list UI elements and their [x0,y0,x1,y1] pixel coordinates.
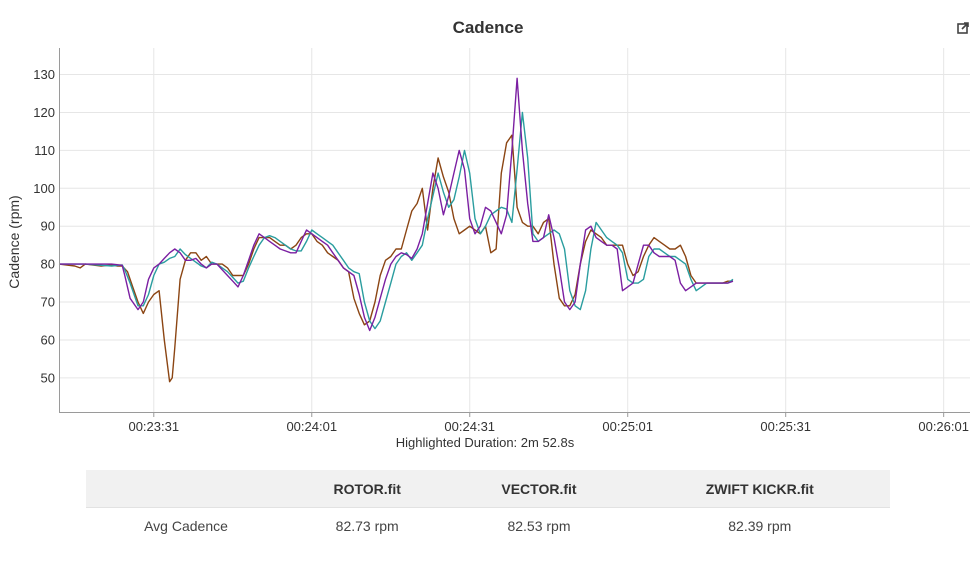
series-lines [58,77,734,383]
column-header: VECTOR.fit [501,480,577,497]
series-line-zwift-kickr-fit [58,134,733,383]
y-tick-label: 100 [33,181,55,196]
table-cell: 82.73 rpm [286,507,449,544]
column-header: ROTOR.fit [333,480,401,497]
y-tick-label: 60 [41,332,55,347]
chart-title: Cadence [452,18,524,37]
series-line-rotor-fit [59,111,734,330]
y-tick-label: 50 [41,370,55,385]
y-axis-label: Cadence (rpm) [6,195,22,288]
x-tick-label: 00:25:31 [760,419,811,434]
grid-lines [59,48,970,412]
external-link-icon[interactable] [957,21,970,35]
stats-table: ROTOR.fit VECTOR.fit ZWIFT KICKR.fit Avg… [86,470,890,544]
x-tick-label: 00:23:31 [128,419,179,434]
x-tick-label: 00:25:01 [602,419,653,434]
column-header [86,470,286,508]
x-tick-label: 00:26:01 [918,419,969,434]
x-tick-label: 00:24:01 [286,419,337,434]
x-axis-label: Highlighted Duration: 2m 52.8s [395,435,575,450]
table-cell: 82.53 rpm [448,507,630,544]
row-label: Avg Cadence [86,507,286,544]
table-row: Avg Cadence 82.73 rpm 82.53 rpm 82.39 rp… [86,507,890,544]
y-tick-label: 120 [33,105,55,120]
y-tick-label: 130 [33,67,55,82]
y-tick-label: 110 [34,143,55,158]
table-header-row: ROTOR.fit VECTOR.fit ZWIFT KICKR.fit [86,470,890,508]
y-tick-label: 70 [41,295,55,310]
x-tick-label: 00:24:31 [444,419,495,434]
series-line-vector-fit [59,77,734,332]
x-axis-ticks: 00:23:31 00:24:01 00:24:31 00:25:01 00:25:31… [128,412,969,434]
y-tick-label: 90 [41,219,55,234]
table-cell: 82.39 rpm [629,507,890,544]
y-tick-label: 80 [41,257,55,272]
column-header: ZWIFT KICKR.fit [705,480,814,497]
y-axis-ticks: 50 60 70 80 90 100 110 120 130 [33,67,55,385]
